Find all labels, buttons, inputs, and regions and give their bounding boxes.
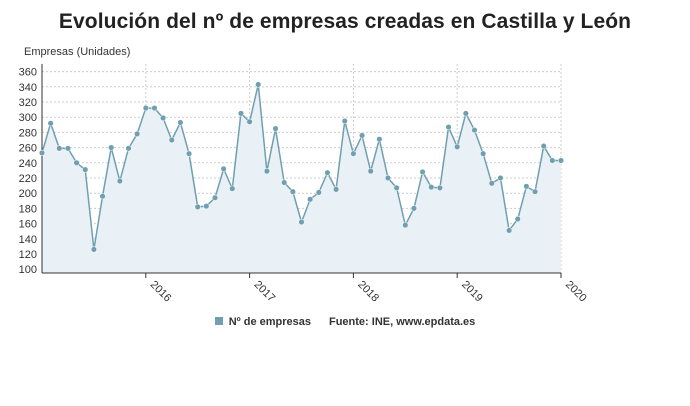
data-point	[333, 186, 340, 193]
data-point	[38, 149, 46, 156]
data-point	[237, 110, 244, 117]
data-point	[125, 145, 132, 152]
series-area	[42, 84, 561, 274]
data-point	[211, 194, 219, 201]
data-point	[341, 117, 348, 125]
data-point	[350, 150, 357, 157]
axes	[41, 64, 562, 278]
data-point	[82, 166, 89, 173]
y-tick-label: 180	[19, 203, 37, 215]
data-point	[523, 183, 530, 190]
legend-series-label: Nº de empresas	[228, 316, 311, 328]
data-point	[506, 227, 513, 234]
data-point	[289, 188, 296, 195]
data-point	[359, 132, 366, 139]
data-point	[142, 105, 149, 112]
data-point	[307, 196, 314, 203]
data-point	[134, 130, 141, 137]
data-point	[194, 203, 201, 210]
x-tick-label: 2020	[563, 279, 589, 305]
y-tick-label: 140	[19, 234, 37, 246]
data-point	[220, 165, 227, 172]
data-point	[73, 159, 80, 166]
data-point	[540, 143, 547, 150]
data-point	[454, 143, 461, 150]
data-point	[384, 174, 392, 182]
data-point	[410, 205, 418, 212]
data-point	[255, 81, 262, 88]
data-point	[557, 157, 565, 164]
x-tick-label: 2019	[459, 279, 485, 305]
y-tick-label: 240	[19, 158, 37, 170]
y-tick-label: 160	[19, 219, 37, 231]
y-tick-label: 120	[19, 249, 37, 261]
x-tick-label: 2016	[148, 279, 174, 305]
data-point	[108, 144, 115, 151]
data-point	[90, 246, 97, 253]
y-tick-label: 300	[19, 112, 37, 124]
data-point	[99, 193, 106, 200]
data-point	[281, 179, 288, 186]
data-point	[428, 184, 435, 191]
data-point	[488, 180, 495, 187]
data-point	[436, 184, 443, 191]
data-point	[402, 222, 409, 229]
y-tick-label: 320	[19, 97, 37, 109]
y-axis-title: Empresas (Unidades)	[24, 46, 130, 58]
data-point	[168, 136, 175, 144]
data-point	[376, 136, 383, 143]
data-point	[298, 219, 305, 226]
data-point	[367, 168, 374, 175]
data-point	[151, 105, 158, 112]
x-tick-label: 2017	[251, 279, 277, 305]
data-point	[263, 168, 270, 175]
data-point	[229, 185, 236, 192]
legend: Nº de empresas Fuente: INE, www.epdata.es	[0, 316, 690, 328]
area-fill-layer	[42, 84, 561, 274]
data-point	[324, 169, 331, 176]
data-points-layer	[38, 81, 565, 253]
data-point	[272, 125, 279, 132]
data-point	[186, 150, 193, 157]
data-point	[177, 119, 184, 126]
data-point	[116, 177, 123, 185]
y-tick-label: 100	[19, 264, 37, 276]
data-point	[315, 189, 322, 196]
y-tick-label: 220	[19, 173, 37, 185]
data-point	[549, 157, 556, 164]
y-tick-label: 260	[19, 143, 37, 155]
data-point	[47, 120, 54, 127]
data-point	[393, 184, 400, 191]
x-tick-label: 2018	[355, 279, 381, 305]
data-point	[203, 203, 210, 210]
data-point	[471, 127, 478, 134]
data-point	[497, 174, 504, 182]
data-point	[64, 145, 71, 152]
data-point	[56, 145, 63, 152]
data-point	[246, 118, 253, 125]
source-note: Fuente: INE, www.epdata.es	[328, 316, 476, 328]
data-point	[480, 150, 487, 157]
data-point	[419, 168, 426, 175]
y-tick-label: 280	[19, 127, 37, 139]
legend-swatch-icon	[214, 317, 223, 325]
data-point	[514, 215, 521, 223]
y-tick-label: 360	[19, 67, 37, 79]
data-point	[445, 124, 452, 131]
data-point	[532, 188, 539, 195]
chart-title: Evolución del nº de empresas creadas en …	[58, 10, 632, 33]
y-tick-label: 200	[19, 188, 37, 200]
data-point	[462, 110, 469, 117]
data-point	[160, 114, 167, 122]
y-tick-label: 340	[19, 82, 37, 94]
